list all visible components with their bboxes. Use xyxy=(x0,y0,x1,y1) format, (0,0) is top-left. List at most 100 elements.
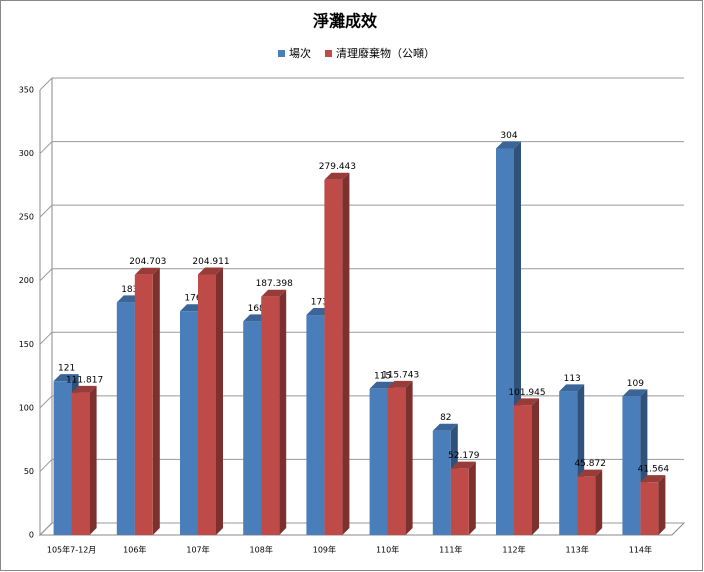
data-label: 115.743 xyxy=(382,370,419,380)
bar xyxy=(577,469,603,535)
bar-side xyxy=(595,469,603,535)
x-tick-label: 112年 xyxy=(502,545,525,555)
x-tick-label: 109年 xyxy=(313,545,336,555)
bar-front xyxy=(71,392,90,535)
data-label: 111.817 xyxy=(66,375,103,385)
bar-top xyxy=(577,469,603,477)
bar-front xyxy=(243,321,262,535)
data-label: 183 xyxy=(121,285,138,295)
bar-top xyxy=(198,267,223,275)
data-label: 45.872 xyxy=(574,459,606,469)
legend-swatch xyxy=(325,50,332,57)
bar-front xyxy=(369,388,388,535)
bar xyxy=(559,384,585,535)
x-tick-label: 110年 xyxy=(376,545,399,555)
bar-front xyxy=(306,315,325,535)
bar-front xyxy=(324,179,343,535)
bar-side xyxy=(89,385,97,535)
y-tick-label: 350 xyxy=(19,86,34,95)
bar-front xyxy=(116,302,135,535)
grid-line xyxy=(39,395,684,409)
bar-front xyxy=(180,311,198,535)
chart-title: 淨灘成效 xyxy=(313,12,377,31)
data-label: 279.443 xyxy=(319,162,356,172)
grid-line xyxy=(39,458,684,472)
bar-front xyxy=(432,430,451,535)
bar-front xyxy=(198,274,216,535)
bar-front xyxy=(640,482,659,535)
data-label: 121 xyxy=(58,364,75,374)
grid-line xyxy=(39,77,684,91)
y-tick-label: 200 xyxy=(19,276,34,285)
grid-line xyxy=(39,204,684,218)
bar-front xyxy=(496,148,514,535)
data-label: 115 xyxy=(374,371,391,381)
data-label: 101.945 xyxy=(508,388,545,398)
legend-label: 場次 xyxy=(289,46,311,60)
bar-top xyxy=(622,389,648,397)
bar xyxy=(324,172,350,535)
bar xyxy=(261,289,287,535)
bar-top xyxy=(324,172,350,180)
bar-front xyxy=(387,387,406,535)
grid-line xyxy=(39,141,684,154)
bar-front xyxy=(134,274,153,535)
y-tick-label: 250 xyxy=(19,213,34,222)
data-label: 168 xyxy=(248,304,265,314)
bar-top xyxy=(261,289,287,297)
bar-front xyxy=(577,476,596,535)
bar-top xyxy=(71,385,97,393)
y-tick-label: 50 xyxy=(24,467,34,476)
bar-top xyxy=(432,423,458,431)
data-label: 82 xyxy=(440,413,451,423)
x-tick-label: 114年 xyxy=(629,545,652,555)
bar xyxy=(71,385,97,535)
bar-side xyxy=(279,289,287,535)
data-label: 173 xyxy=(311,298,328,308)
bar-side xyxy=(216,267,223,535)
bar-front xyxy=(53,381,72,535)
y-tick-label: 150 xyxy=(19,340,34,349)
bar-side xyxy=(342,172,350,535)
bar-side xyxy=(468,461,476,535)
data-label: 187.398 xyxy=(256,279,293,289)
bar-side xyxy=(658,475,666,535)
data-label: 204.911 xyxy=(192,257,229,267)
bar xyxy=(640,475,666,535)
bar-side xyxy=(152,267,160,535)
grid-line xyxy=(39,268,684,282)
bar-front xyxy=(514,405,532,535)
x-tick-label: 106年 xyxy=(123,545,146,555)
grid-line xyxy=(39,331,684,345)
x-tick-label: 105年7-12月 xyxy=(47,545,96,555)
legend-swatch xyxy=(278,50,285,57)
bar-side xyxy=(532,398,539,535)
bar-front xyxy=(261,296,280,535)
x-tick-label: 111年 xyxy=(439,545,462,555)
bar-front xyxy=(622,396,641,535)
bar-top xyxy=(559,384,585,392)
bar-top xyxy=(640,475,666,483)
x-tick-label: 113年 xyxy=(566,545,589,555)
x-tick-label: 108年 xyxy=(250,545,273,555)
data-label: 304 xyxy=(500,131,517,141)
bar xyxy=(514,398,539,535)
bar-top xyxy=(387,380,413,388)
y-tick-label: 300 xyxy=(19,149,34,158)
bar-front xyxy=(559,391,578,535)
bar-top xyxy=(514,398,539,406)
bar-top xyxy=(496,141,521,149)
legend-label: 清理廢棄物（公噸） xyxy=(336,46,435,60)
data-label: 52.179 xyxy=(448,451,480,461)
bar xyxy=(198,267,223,535)
bar-top xyxy=(134,267,160,275)
bar xyxy=(387,380,413,535)
data-label: 176 xyxy=(184,294,201,304)
data-label: 113 xyxy=(564,374,581,384)
bar-top xyxy=(450,461,476,469)
data-label: 204.703 xyxy=(129,257,166,267)
bar-front xyxy=(450,468,469,535)
bar xyxy=(450,461,476,535)
data-label: 41.564 xyxy=(638,465,670,475)
